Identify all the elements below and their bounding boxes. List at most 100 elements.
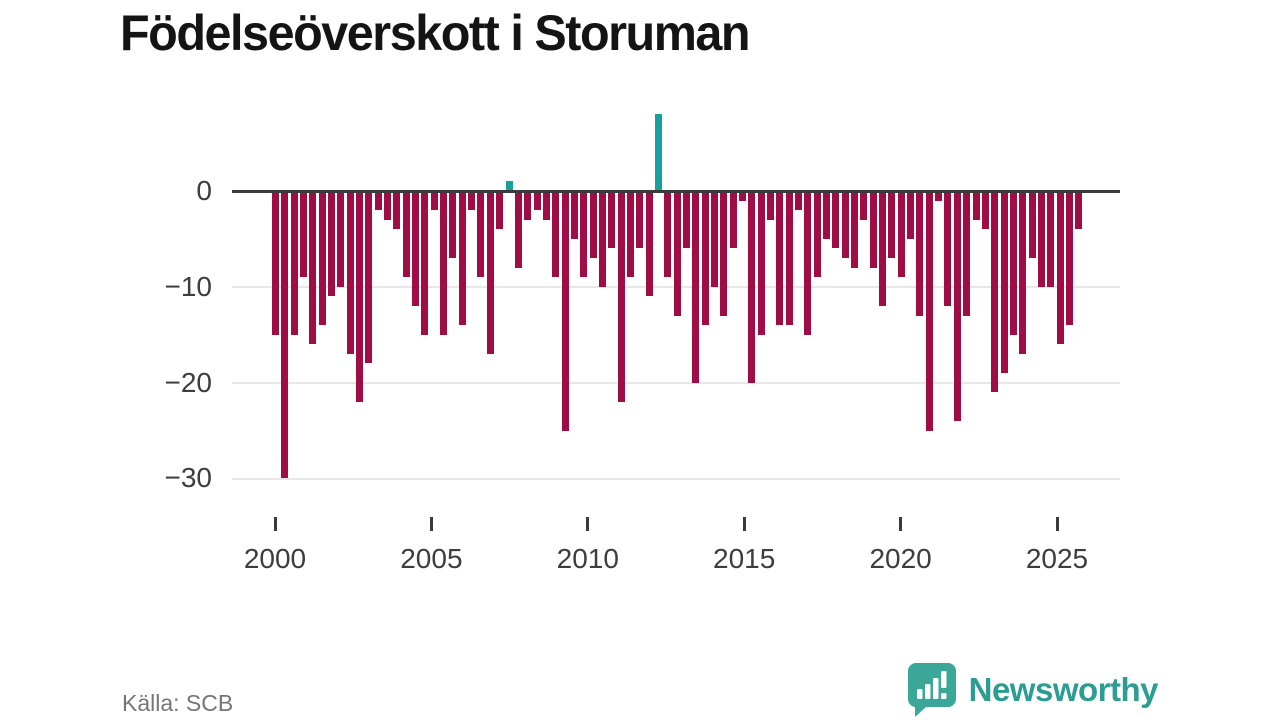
bar xyxy=(365,191,373,364)
x-tick-label: 2005 xyxy=(400,543,463,574)
gridline-minus20 xyxy=(232,382,1120,384)
bar xyxy=(374,191,382,211)
newsworthy-logo-icon xyxy=(907,662,957,718)
x-tick-label: 2025 xyxy=(1025,543,1089,574)
x-tick-mark xyxy=(899,517,903,531)
bar xyxy=(785,191,793,326)
bar xyxy=(402,191,410,278)
bar xyxy=(309,191,317,345)
bar xyxy=(570,191,578,239)
bar xyxy=(869,191,877,268)
bar xyxy=(318,191,326,326)
x-tick-mark xyxy=(1055,517,1059,531)
bar xyxy=(356,191,364,402)
x-tick-mark xyxy=(273,517,277,531)
bar xyxy=(673,191,681,316)
x-tick-label: 2000 xyxy=(243,543,307,574)
bar xyxy=(841,191,849,259)
bar xyxy=(1000,191,1008,374)
bar xyxy=(421,191,429,335)
bar xyxy=(626,191,634,278)
bar xyxy=(393,191,401,230)
bar xyxy=(486,191,494,354)
bar xyxy=(281,191,289,479)
bar xyxy=(897,191,905,278)
bar xyxy=(739,191,746,201)
bar xyxy=(1065,191,1073,326)
bar xyxy=(580,191,588,278)
bar xyxy=(524,191,532,220)
chart-title: Födelseöverskott i Storuman xyxy=(120,5,751,61)
bar xyxy=(832,191,840,249)
x-tick-mark xyxy=(586,517,590,531)
bar xyxy=(813,191,821,278)
bar xyxy=(944,191,952,306)
brand-name: Newsworthy xyxy=(968,671,1159,708)
y-tick-label: 0 xyxy=(196,175,212,206)
bar xyxy=(328,191,336,297)
x-tick-mark xyxy=(429,517,433,531)
bar xyxy=(654,114,662,191)
bar xyxy=(617,191,625,402)
bar xyxy=(1009,191,1017,335)
bar xyxy=(636,191,644,249)
bar xyxy=(991,191,999,393)
source-caption: Källa: SCB xyxy=(122,690,234,716)
y-tick-label: −20 xyxy=(164,366,213,398)
bar xyxy=(860,191,868,220)
bar xyxy=(701,191,709,326)
bar xyxy=(907,191,915,239)
bar xyxy=(346,191,354,354)
bar xyxy=(692,191,700,383)
x-tick-mark xyxy=(742,517,746,531)
bar xyxy=(608,191,616,249)
bar xyxy=(468,191,476,211)
bar xyxy=(598,191,606,287)
bar xyxy=(682,191,690,249)
x-axis-zero-line xyxy=(232,190,1120,193)
bar xyxy=(1028,191,1036,259)
bar xyxy=(972,191,980,220)
bar xyxy=(430,191,438,211)
bar xyxy=(384,191,392,220)
bar xyxy=(645,191,653,297)
bar xyxy=(925,191,933,431)
bar xyxy=(449,191,457,259)
bar xyxy=(953,191,961,421)
y-tick-label: −10 xyxy=(164,270,213,302)
bar xyxy=(776,191,784,326)
bar xyxy=(477,191,485,278)
bar xyxy=(757,191,765,335)
bar xyxy=(496,191,504,230)
bar xyxy=(458,191,466,326)
bar xyxy=(851,191,859,268)
bar xyxy=(589,191,597,259)
bar xyxy=(888,191,896,259)
bar xyxy=(440,191,448,335)
bar xyxy=(412,191,420,306)
bar xyxy=(981,191,989,230)
x-tick-label: 2015 xyxy=(713,543,776,574)
bar xyxy=(729,191,737,249)
bar xyxy=(664,191,672,278)
bar xyxy=(823,191,831,239)
bar xyxy=(879,191,887,306)
bar xyxy=(1047,191,1055,287)
bar xyxy=(710,191,718,287)
bar xyxy=(963,191,971,316)
bar xyxy=(561,191,569,431)
bar xyxy=(1056,191,1064,345)
bar xyxy=(505,181,513,191)
bar xyxy=(916,191,924,316)
bar xyxy=(804,191,812,335)
bar xyxy=(795,191,803,211)
bar xyxy=(1019,191,1027,354)
gridline-minus30 xyxy=(232,478,1120,480)
y-tick-label: −30 xyxy=(164,462,213,494)
x-tick-label: 2020 xyxy=(869,543,932,574)
brand-footer: Newsworthy xyxy=(907,662,1159,718)
bar xyxy=(542,191,550,220)
bar xyxy=(514,191,522,268)
